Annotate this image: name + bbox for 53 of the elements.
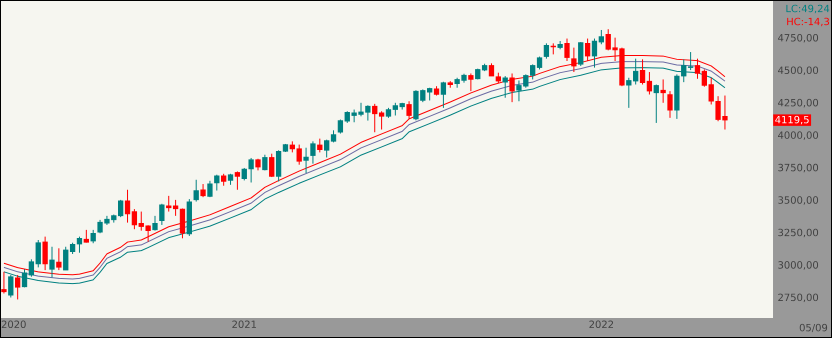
y-tick-label: 2750,00 [778, 294, 818, 302]
candlestick [269, 153, 274, 178]
text: LC:49,24 [786, 4, 830, 14]
candlestick [468, 72, 474, 92]
candlestick [84, 229, 89, 244]
y-tick-label: 4250,00 [778, 98, 818, 108]
candlestick [578, 42, 584, 67]
candlestick [56, 248, 62, 271]
candlestick [550, 42, 556, 55]
y-tick-label: 3500,00 [778, 196, 818, 205]
candlestick [303, 147, 309, 174]
candlestick [49, 246, 55, 278]
candlestick [434, 86, 440, 96]
candlestick [509, 72, 515, 103]
text: HC:-14,3 [787, 18, 830, 26]
y-tick-label: 3750,00 [778, 164, 818, 172]
candlestick [660, 78, 666, 104]
candlestick [1, 271, 7, 294]
y-tick-label: 3250,00 [778, 228, 818, 238]
candlestick [310, 140, 316, 164]
y-tick-label: 3000,00 [778, 261, 818, 270]
candlestick [544, 42, 550, 60]
candlestick [214, 174, 220, 192]
candlestick [406, 100, 412, 120]
candlestick [262, 154, 268, 171]
candlestick [317, 138, 322, 153]
text: 4119,5 [775, 116, 809, 124]
candlestick [667, 90, 673, 118]
candlestick [200, 184, 206, 198]
candlestick [234, 170, 240, 190]
x-tick-label: 2022 [589, 320, 614, 328]
candlestick [90, 229, 96, 244]
candlestick [228, 173, 234, 186]
candlestick [15, 274, 20, 300]
candlestick [159, 203, 165, 226]
candlestick [207, 180, 213, 198]
candlestick [564, 38, 570, 62]
x-tick-label: 2021 [232, 320, 256, 328]
y-tick-label: 4000,00 [778, 131, 818, 140]
candlestick [152, 215, 158, 232]
candlestick [221, 173, 226, 186]
candlestick [488, 62, 494, 77]
candlestick [440, 81, 446, 108]
y-tick-label: 4500,00 [778, 66, 818, 76]
candlestick [194, 179, 199, 202]
text: 05/09 [800, 324, 828, 332]
candlestick [255, 158, 261, 171]
x-tick-label: 2020 [2, 320, 26, 328]
candlestick [496, 72, 501, 84]
candlestick [42, 236, 48, 271]
candlestick [502, 76, 508, 98]
y-tick-label: 4750,00 [778, 34, 818, 43]
candlestick [654, 84, 659, 124]
